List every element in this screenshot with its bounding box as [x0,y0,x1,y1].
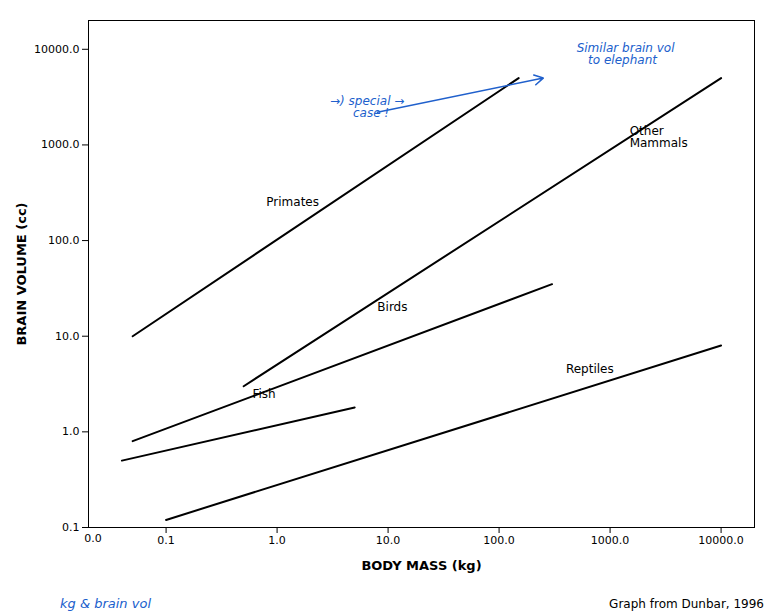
svg-text:0.1: 0.1 [62,521,80,534]
svg-text:1000.0: 1000.0 [591,534,630,547]
svg-text:0.0: 0.0 [84,532,102,545]
html-text:Graph from Dunbar, 1996: Graph from Dunbar, 1996 [609,597,764,611]
svg-text:Birds: Birds [377,300,407,314]
svg-text:Primates: Primates [266,195,319,209]
svg-text:OtherMammals: OtherMammals [630,124,688,150]
svg-text:1.0: 1.0 [62,425,80,438]
svg-text:BRAIN VOLUME (cc): BRAIN VOLUME (cc) [14,202,29,345]
svg-text:Fish: Fish [252,387,275,401]
svg-text:Similar brain vol to elephan: Similar brain vol to elephant [577,41,676,67]
svg-text:1.0: 1.0 [268,534,286,547]
svg-text:10.0: 10.0 [55,330,80,343]
svg-text:100.0: 100.0 [483,534,515,547]
svg-text:1000.0: 1000.0 [41,138,80,151]
html-text:kg & brain vol: kg & brain vol [60,596,151,611]
svg-text:100.0: 100.0 [48,234,80,247]
svg-text:BODY MASS (kg): BODY MASS (kg) [361,558,481,573]
svg-text:10000.0: 10000.0 [698,534,744,547]
svg-text:10.0: 10.0 [376,534,401,547]
svg-text:0.1: 0.1 [157,534,175,547]
svg-text:10000.0: 10000.0 [34,43,80,56]
svg-text:Reptiles: Reptiles [566,362,614,376]
svg-text:→) special → case !: →) special → case ! [330,94,404,120]
